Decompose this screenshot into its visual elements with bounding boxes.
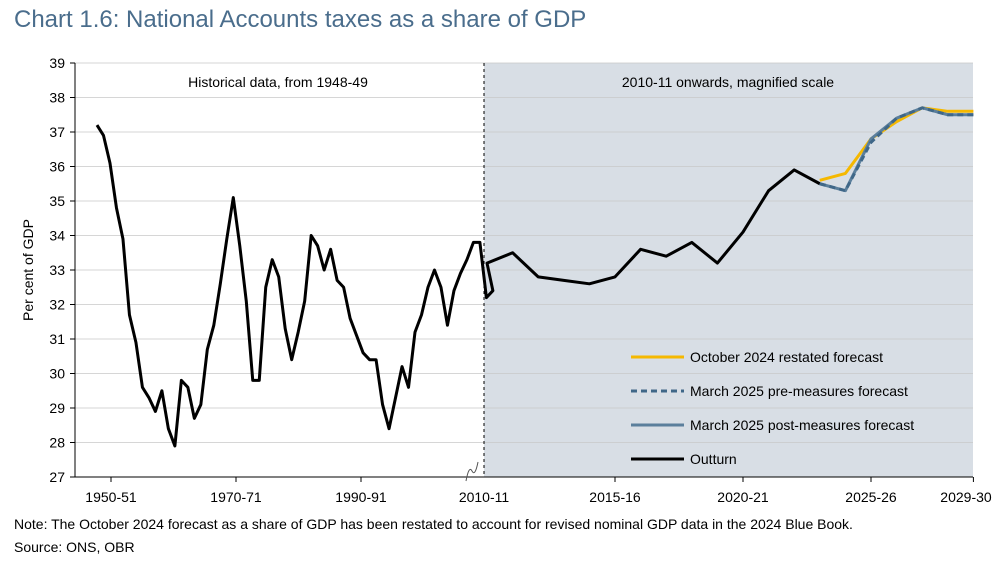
x-tick-label: 1970-71 [210,489,262,505]
y-tick-label: 29 [49,400,65,416]
legend-label: Outturn [690,451,737,467]
y-axis-label: Per cent of GDP [20,219,36,321]
y-tick-label: 28 [49,435,65,451]
legend-label: March 2025 pre-measures forecast [690,383,908,399]
series-march-pre-measures-line [819,106,974,193]
series-outturn-line [95,124,821,448]
series-october-2024-line [819,106,974,182]
x-tick-label: 1990-91 [335,489,387,505]
y-tick-label: 36 [49,159,65,175]
y-tick-label: 31 [49,331,65,347]
legend-label: October 2024 restated forecast [690,349,883,365]
y-tick-label: 30 [49,366,65,382]
y-tick-label: 27 [49,469,65,485]
y-tick-label: 35 [49,193,65,209]
y-tick-label: 32 [49,297,65,313]
x-tick-label: 2010-11 [459,489,510,505]
legend-label: March 2025 post-measures forecast [690,417,914,433]
panel-label-historical: Historical data, from 1948-49 [188,74,368,90]
y-tick-label: 39 [49,55,65,71]
x-tick-label: 2029-30 [940,489,992,505]
x-tick-label: 2025-26 [845,489,897,505]
y-tick-label: 34 [49,228,65,244]
y-tick-label: 33 [49,262,65,278]
x-tick-label: 2015-16 [589,489,641,505]
panel-label-magnified: 2010-11 onwards, magnified scale [622,74,834,90]
x-tick-label: 1950-51 [85,489,137,505]
chart-note: Note: The October 2024 forecast as a sha… [14,516,853,532]
chart-source: Source: ONS, OBR [14,539,135,555]
chart-title: Chart 1.6: National Accounts taxes as a … [14,6,587,33]
y-tick-label: 38 [49,90,65,106]
y-tick-label: 37 [49,124,65,140]
x-tick-label: 2020-21 [717,489,769,505]
axis-break-marker [465,461,479,482]
